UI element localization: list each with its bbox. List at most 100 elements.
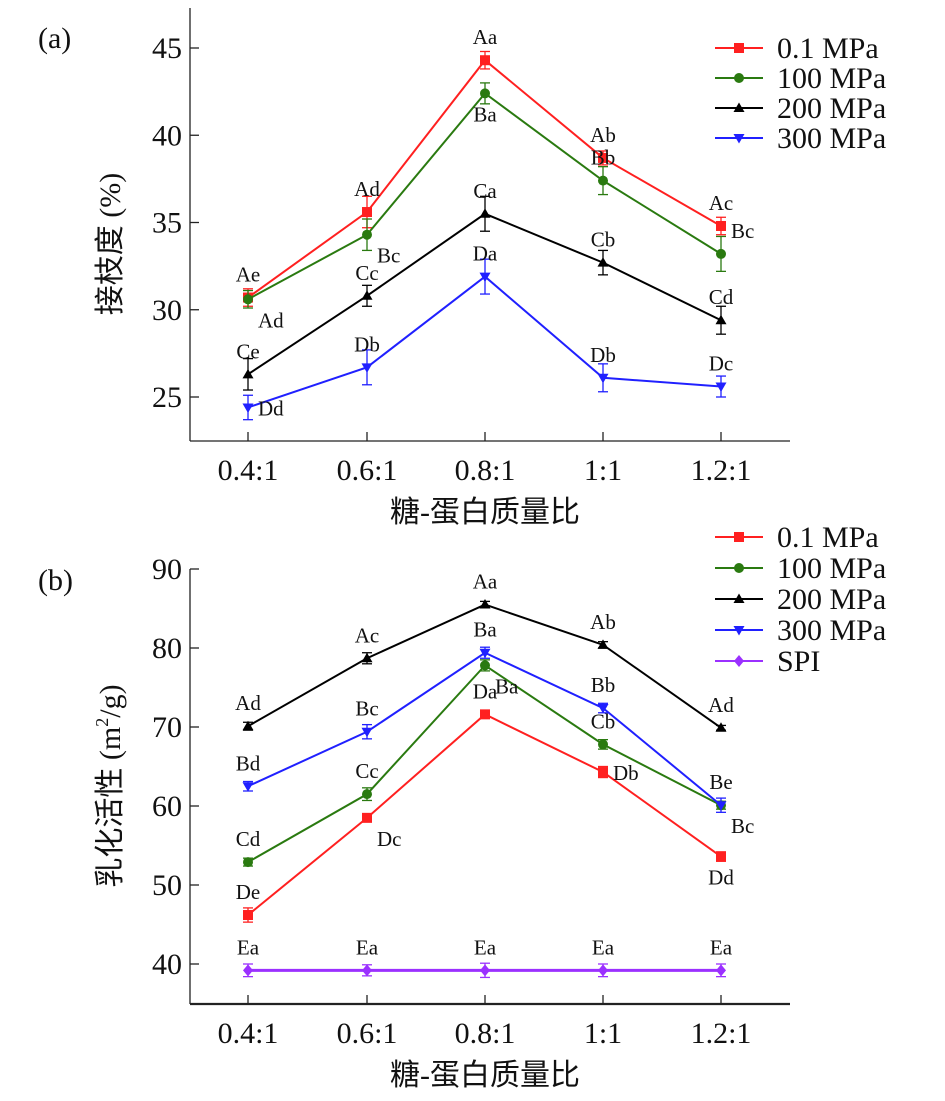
series-200-mpa: Ce Cc Ca Cb Cd bbox=[236, 179, 734, 391]
significance-label: Ac bbox=[709, 191, 734, 215]
data-point-marker bbox=[479, 599, 491, 609]
data-point-marker bbox=[361, 290, 373, 300]
x-tick-label: 0.8:1 bbox=[455, 454, 516, 487]
y-tick-label: 25 bbox=[152, 381, 182, 414]
series-0-1-mpa: Ae Ad Aa Ab Ac bbox=[236, 25, 734, 307]
data-point-marker bbox=[715, 314, 727, 325]
y-axis-title-b-main: 乳化活性 (m bbox=[94, 727, 127, 888]
significance-label: Db bbox=[613, 761, 639, 785]
significance-label: Bb bbox=[591, 146, 616, 170]
y-axis-title-b-tail: /g) bbox=[94, 684, 127, 717]
legend-entry: 100 MPa bbox=[715, 62, 886, 95]
data-point-marker bbox=[597, 373, 609, 384]
series-200-mpa: Ad Ac Aa Ab Ad bbox=[235, 570, 734, 732]
data-point-marker bbox=[479, 208, 491, 218]
significance-label: Aa bbox=[473, 25, 498, 49]
significance-label: Ab bbox=[590, 610, 616, 634]
legend-entry: 200 MPa bbox=[715, 583, 886, 616]
significance-label: Bc bbox=[377, 244, 400, 268]
chart-panel-a: (a) 25 30 35 40 45 0.4:1 0.6:1 0.8:1 1:1 1.2:1 糖… bbox=[38, 8, 886, 529]
legend-marker bbox=[733, 626, 745, 636]
legend-label: 0.1 MPa bbox=[777, 32, 879, 65]
y-ticks-a: 25 30 35 40 45 bbox=[152, 32, 199, 414]
y-tick-label: 30 bbox=[152, 294, 182, 327]
data-point-marker bbox=[362, 812, 372, 823]
significance-label: Da bbox=[473, 679, 498, 703]
x-tick-label: 1:1 bbox=[584, 454, 622, 487]
y-tick-label: 60 bbox=[152, 790, 182, 823]
significance-label: Dd bbox=[258, 396, 284, 420]
significance-label: Ac bbox=[355, 623, 380, 647]
legend-marker bbox=[733, 134, 745, 144]
legend-entry: 300 MPa bbox=[715, 614, 886, 647]
data-point-marker bbox=[598, 767, 608, 778]
series-300-mpa: Dd Db Da Db Dc bbox=[242, 242, 734, 420]
legend-label: SPI bbox=[777, 645, 820, 678]
significance-label: Bc bbox=[355, 697, 378, 721]
legend-entry: 0.1 MPa bbox=[715, 521, 879, 554]
data-point-marker bbox=[362, 789, 372, 800]
data-point-marker bbox=[242, 403, 254, 413]
significance-label: Ea bbox=[710, 935, 733, 959]
significance-label: Cd bbox=[709, 285, 734, 309]
x-tick-label: 1.2:1 bbox=[691, 1017, 752, 1050]
x-ticks-b: 0.4:1 0.6:1 0.8:1 1:1 1.2:1 bbox=[218, 995, 752, 1050]
significance-label: Db bbox=[590, 343, 616, 367]
y-ticks-b: 40 50 60 70 80 90 bbox=[152, 553, 199, 981]
legend-marker bbox=[734, 563, 744, 573]
significance-label: Ce bbox=[236, 339, 259, 363]
significance-label: Ae bbox=[236, 263, 261, 287]
series-spi: Ea Ea Ea Ea Ea bbox=[237, 935, 733, 979]
x-axis-title-b: 糖-蛋白质量比 bbox=[390, 1059, 580, 1092]
significance-label: Bb bbox=[591, 673, 616, 697]
series-group-b: DeDcDaDbDdCdCcBaCbBcAdAcAaAbAdBdBcBaBbBe… bbox=[235, 570, 754, 979]
significance-label: Cc bbox=[355, 261, 378, 285]
significance-label: Ad bbox=[354, 177, 380, 201]
significance-label: Ea bbox=[474, 935, 497, 959]
data-point-marker bbox=[598, 152, 608, 163]
series-group-a: Ae Ad Aa Ab Ac Ad Bc Ba Bb Bc Ce Cc Ca Cb Cd Dd Db Da Db Dc bbox=[236, 25, 755, 420]
data-point-marker bbox=[361, 652, 373, 663]
significance-label: Bc bbox=[731, 219, 754, 243]
significance-label: Ab bbox=[590, 123, 616, 147]
significance-label: Ad bbox=[708, 693, 734, 717]
series-300-mpa: Bd Bc Ba Bb Be bbox=[236, 618, 733, 813]
data-point-marker bbox=[480, 55, 490, 66]
y-tick-label: 50 bbox=[152, 869, 182, 902]
significance-label: Aa bbox=[473, 570, 498, 594]
significance-label: Dc bbox=[709, 352, 734, 376]
significance-label: Ba bbox=[495, 674, 519, 698]
significance-label: De bbox=[236, 880, 261, 904]
data-point-marker bbox=[243, 294, 253, 305]
y-tick-label: 80 bbox=[152, 632, 182, 665]
data-point-marker bbox=[361, 727, 373, 738]
data-point-marker bbox=[716, 220, 726, 231]
x-tick-label: 0.8:1 bbox=[455, 1017, 516, 1050]
data-point-marker bbox=[479, 272, 491, 283]
significance-label: Dc bbox=[377, 827, 402, 851]
y-tick-label: 35 bbox=[152, 207, 182, 240]
y-tick-label: 90 bbox=[152, 553, 182, 586]
axes-a bbox=[189, 8, 790, 442]
panel-label-b: (b) bbox=[38, 564, 73, 597]
data-point-marker bbox=[598, 964, 608, 977]
data-point-marker bbox=[597, 257, 609, 267]
x-tick-label: 0.4:1 bbox=[218, 1017, 279, 1050]
legend-entry: 100 MPa bbox=[715, 552, 886, 585]
y-tick-label: 45 bbox=[152, 32, 182, 65]
data-point-marker bbox=[716, 248, 726, 259]
series-line bbox=[247, 275, 722, 409]
data-point-marker bbox=[243, 857, 253, 868]
x-tick-label: 0.4:1 bbox=[218, 454, 279, 487]
data-point-marker bbox=[598, 739, 608, 750]
data-point-marker bbox=[597, 639, 609, 649]
data-point-marker bbox=[361, 363, 373, 373]
legend-label: 300 MPa bbox=[777, 614, 886, 647]
series-0-1-mpa: De Dc Da Db Dd bbox=[236, 679, 734, 923]
data-point-marker bbox=[243, 910, 253, 921]
y-tick-label: 40 bbox=[152, 948, 182, 981]
